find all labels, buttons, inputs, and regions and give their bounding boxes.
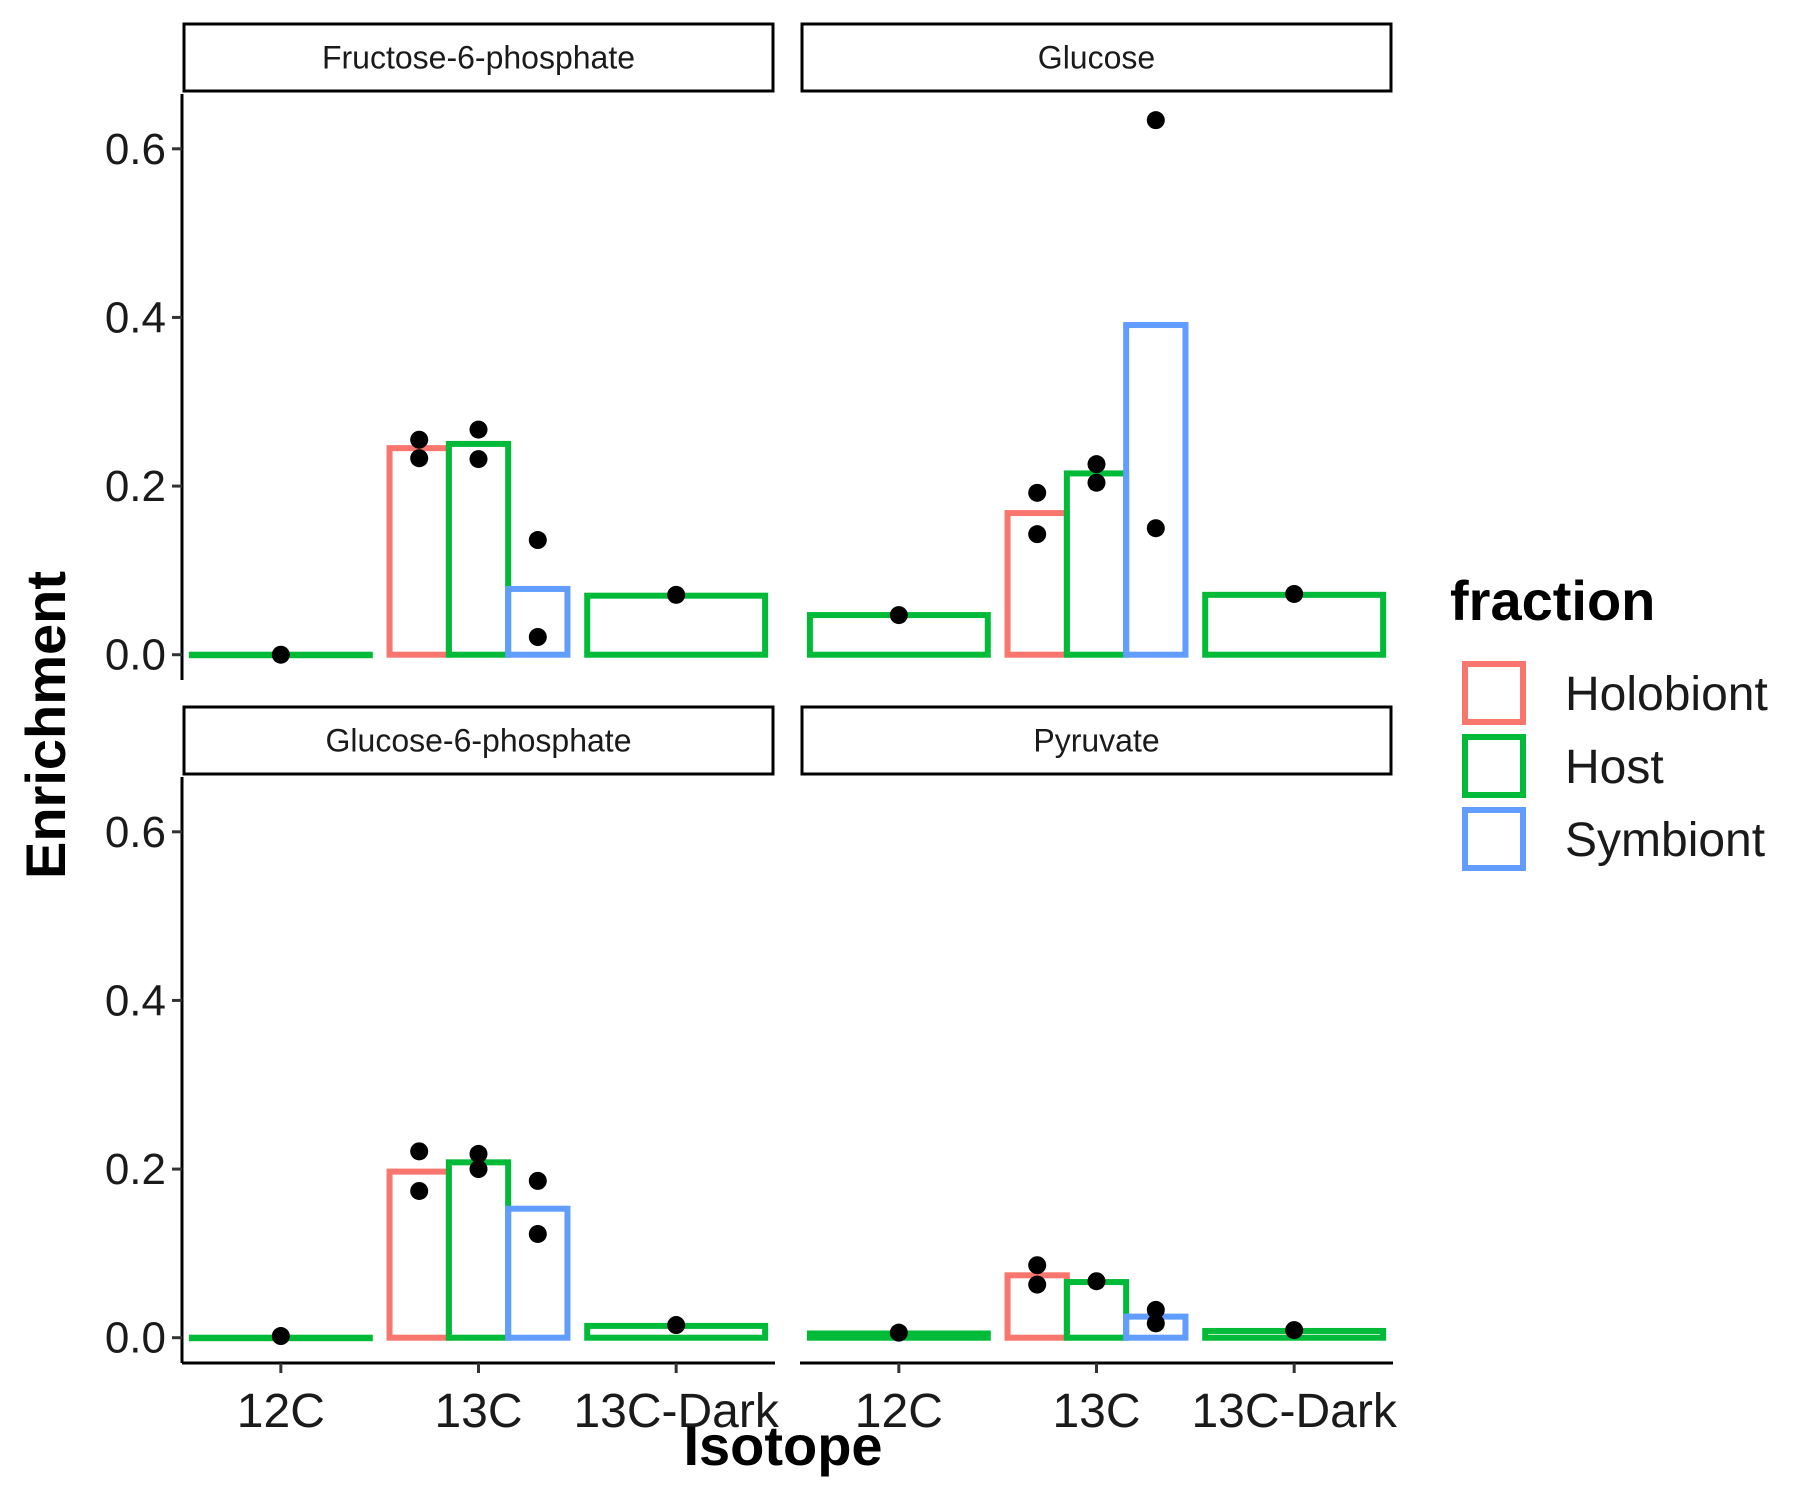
bar-13c-host xyxy=(445,440,512,658)
facet-panel-glucose: Glucose xyxy=(800,22,1393,658)
bar-13c-symbiont xyxy=(505,1205,571,1341)
facet-panel-fructose-6-phosphate: Fructose-6-phosphate 0.0 0.2 0.4 0.6 xyxy=(105,22,775,680)
x-axis-title: Isotope xyxy=(683,1414,882,1477)
data-point xyxy=(469,450,488,469)
legend-key-host xyxy=(1462,734,1526,798)
data-point xyxy=(271,1327,290,1346)
y-tick-label: 0.0 xyxy=(105,1314,166,1363)
data-point xyxy=(469,420,488,439)
legend-label: Symbiont xyxy=(1565,814,1765,867)
data-point xyxy=(410,1181,429,1200)
facet-panels: Fructose-6-phosphate 0.0 0.2 0.4 0.6 Glucose G… xyxy=(105,22,1398,1438)
legend-item-host: Host xyxy=(1462,734,1664,798)
data-point xyxy=(1146,1314,1165,1333)
data-point xyxy=(410,449,429,468)
facet-strip-label: Fructose-6-phosphate xyxy=(322,40,635,76)
facet-strip-label: Glucose xyxy=(1038,40,1155,76)
facet-strip xyxy=(800,22,1393,93)
data-point xyxy=(469,1160,488,1179)
x-tick-label-13c: 13C xyxy=(434,1385,522,1438)
x-tick-label-13c-dark: 13C-Dark xyxy=(573,1385,779,1438)
data-point xyxy=(1146,1300,1165,1319)
data-point xyxy=(410,1142,429,1161)
legend-key-symbiont xyxy=(1462,807,1526,871)
legend-item-holobiont: Holobiont xyxy=(1462,661,1768,725)
y-tick-label: 0.4 xyxy=(105,293,166,342)
x-tick-label-13c: 13C xyxy=(1052,1385,1140,1438)
data-point xyxy=(1028,1256,1047,1275)
data-point xyxy=(889,606,908,625)
facet-panel-glucose-6-phosphate: Glucose-6-phosphate 0.0 0.2 0.4 0.6 12C 13C 13C… xyxy=(105,705,780,1438)
data-point xyxy=(1146,111,1165,130)
x-tick-label-12c: 12C xyxy=(855,1385,943,1438)
y-tick-label: 0.6 xyxy=(105,808,166,857)
data-point xyxy=(1087,473,1106,492)
y-tick-label: 0.2 xyxy=(105,1145,166,1194)
data-point xyxy=(1028,1275,1047,1294)
facet-strip xyxy=(182,705,775,776)
legend-item-symbiont: Symbiont xyxy=(1462,807,1765,871)
x-tick-label-12c: 12C xyxy=(237,1385,325,1438)
facet-panel-pyruvate: Pyruvate 12C 13C 13C-Dark xyxy=(800,705,1398,1438)
data-point xyxy=(1285,1321,1304,1340)
legend: fraction Holobiont Host Symbiont xyxy=(1450,569,1768,871)
x-tick-label-13c-dark: 13C-Dark xyxy=(1191,1385,1397,1438)
data-point xyxy=(1087,1272,1106,1291)
data-point xyxy=(667,1316,686,1335)
data-point xyxy=(1146,519,1165,538)
y-axis-title: Enrichment xyxy=(14,571,77,879)
data-point xyxy=(1087,455,1106,474)
data-point xyxy=(667,585,686,604)
data-point xyxy=(410,430,429,449)
data-point xyxy=(1028,525,1047,544)
bar-13c-symbiont xyxy=(505,585,571,658)
legend-items: Holobiont Host Symbiont xyxy=(1462,661,1768,871)
y-tick-label: 0.6 xyxy=(105,125,166,174)
facet-strip xyxy=(182,22,775,93)
data-point xyxy=(1285,584,1304,603)
legend-label: Host xyxy=(1565,741,1664,794)
facet-strip-label: Pyruvate xyxy=(1033,723,1159,759)
legend-title: fraction xyxy=(1450,569,1655,632)
legend-label: Holobiont xyxy=(1565,668,1768,721)
data-point xyxy=(528,531,547,550)
y-tick-label: 0.2 xyxy=(105,462,166,511)
data-point xyxy=(528,627,547,646)
legend-key-holobiont xyxy=(1462,661,1526,725)
facet-strip-label: Glucose-6-phosphate xyxy=(326,723,632,759)
data-point xyxy=(271,645,290,664)
y-tick-label: 0.0 xyxy=(105,631,166,680)
y-tick-label: 0.4 xyxy=(105,976,166,1025)
bar-13c-symbiont xyxy=(1123,322,1189,658)
data-point xyxy=(469,1144,488,1163)
data-point xyxy=(528,1171,547,1190)
facet-strip xyxy=(800,705,1393,776)
data-point xyxy=(889,1323,908,1342)
data-point xyxy=(1028,483,1047,502)
data-point xyxy=(528,1224,547,1243)
